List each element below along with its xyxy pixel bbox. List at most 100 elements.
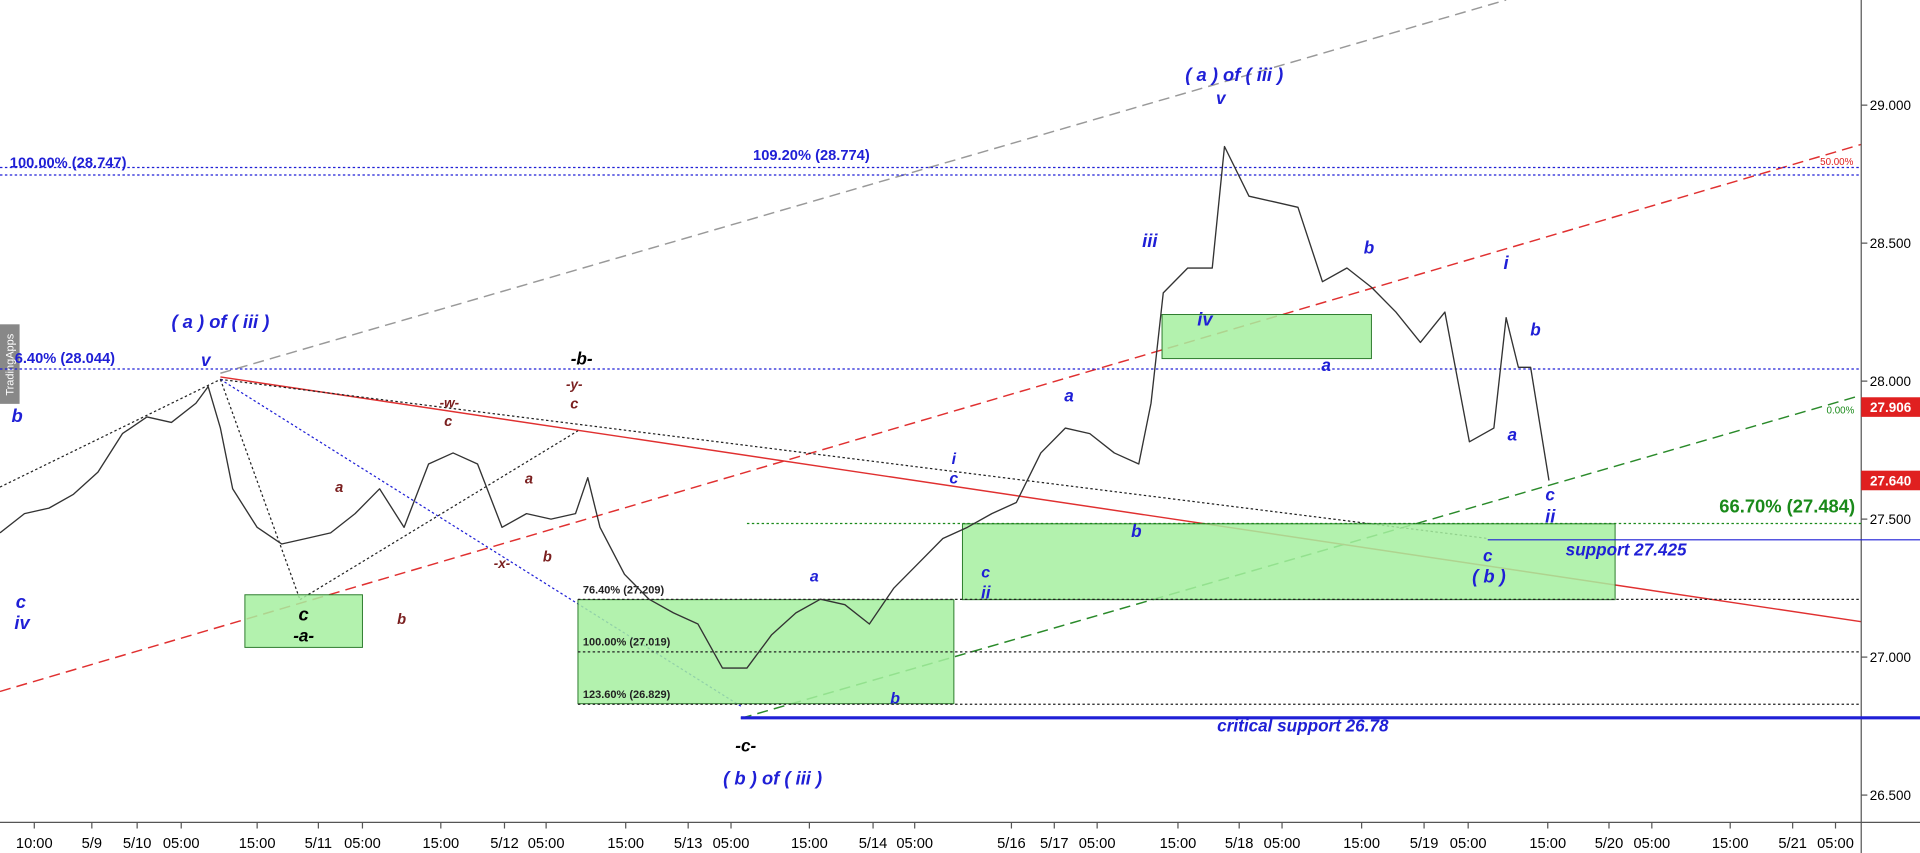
wave-label: b bbox=[1530, 319, 1540, 339]
x-tick-label: 15:00 bbox=[607, 836, 644, 852]
level-label: 123.60% (26.829) bbox=[583, 689, 671, 701]
wave-label: iv bbox=[14, 612, 31, 633]
wave-label: a bbox=[1064, 385, 1074, 405]
x-tick-label: 15:00 bbox=[1712, 836, 1749, 852]
x-tick-label: 05:00 bbox=[1079, 836, 1116, 852]
level-label: 100.00% (27.019) bbox=[583, 637, 671, 649]
wave-label: a bbox=[335, 480, 343, 496]
y-tick-label: 27.000 bbox=[1870, 650, 1911, 665]
x-tick-label: 15:00 bbox=[239, 836, 276, 852]
wave-label: c bbox=[444, 414, 452, 430]
y-tick-label: 26.500 bbox=[1870, 788, 1911, 803]
wave-label: c bbox=[16, 591, 26, 612]
y-tick-label: 29.000 bbox=[1870, 98, 1911, 113]
wave-label: i bbox=[1504, 252, 1510, 273]
trend-line bbox=[0, 143, 1862, 693]
wave-label: c bbox=[299, 603, 309, 624]
wave-label: -b- bbox=[571, 349, 593, 369]
x-tick-label: 15:00 bbox=[1529, 836, 1566, 852]
trend-line bbox=[299, 430, 579, 601]
price-tag-label: 27.906 bbox=[1870, 400, 1911, 415]
wave-label: v bbox=[1216, 88, 1227, 108]
x-tick-label: 05:00 bbox=[528, 836, 565, 852]
x-tick-label: 05:00 bbox=[163, 836, 200, 852]
x-tick-label: 5/14 bbox=[859, 836, 888, 852]
x-tick-label: 05:00 bbox=[713, 836, 750, 852]
wave-label: -y- bbox=[566, 377, 583, 392]
level-label: 109.20% (28.774) bbox=[753, 148, 870, 164]
x-tick-label: 5/10 bbox=[123, 836, 152, 852]
x-tick-label: 10:00 bbox=[16, 836, 53, 852]
level-label: 100.00% (28.747) bbox=[10, 156, 127, 172]
wave-label: c bbox=[949, 470, 958, 487]
x-tick-label: 5/20 bbox=[1595, 836, 1624, 852]
wave-label: ( a ) of ( iii ) bbox=[171, 311, 269, 332]
wave-label: ii bbox=[1545, 506, 1556, 527]
x-tick-label: 5/17 bbox=[1040, 836, 1069, 852]
level-label: 76.40% (27.209) bbox=[583, 584, 665, 596]
wave-label: a bbox=[525, 471, 533, 487]
level-label: 6.40% (28.044) bbox=[15, 351, 115, 367]
x-tick-label: 15:00 bbox=[1160, 836, 1197, 852]
wave-label: iv bbox=[1197, 309, 1214, 330]
level-label: 66.70% (27.484) bbox=[1719, 496, 1855, 517]
wave-label: 0.00% bbox=[1827, 406, 1855, 417]
price-tag bbox=[1861, 470, 1920, 491]
watermark: TradingApps bbox=[4, 333, 16, 395]
wave-label: -x- bbox=[494, 556, 511, 571]
x-tick-label: 15:00 bbox=[791, 836, 828, 852]
x-tick-label: 05:00 bbox=[344, 836, 381, 852]
watermark-box bbox=[0, 324, 20, 404]
wave-label: ( a ) of ( iii ) bbox=[1185, 64, 1283, 85]
x-tick-label: 5/11 bbox=[305, 836, 332, 852]
level-label: support 27.425 bbox=[1566, 540, 1687, 560]
x-tick-label: 5/13 bbox=[674, 836, 703, 852]
x-tick-label: 05:00 bbox=[1633, 836, 1670, 852]
zone bbox=[961, 523, 1616, 601]
wave-label: -w- bbox=[440, 396, 460, 411]
x-tick-label: 5/12 bbox=[490, 836, 519, 852]
wave-label: b bbox=[397, 612, 406, 628]
wave-label: c bbox=[1545, 485, 1555, 505]
x-tick-label: 5/18 bbox=[1225, 836, 1254, 852]
y-tick-label: 28.000 bbox=[1870, 374, 1911, 389]
zone bbox=[244, 594, 363, 648]
trend-line bbox=[0, 378, 221, 488]
wave-label: c bbox=[981, 565, 990, 582]
wave-label: -a- bbox=[293, 625, 314, 645]
wave-label: c bbox=[1483, 546, 1493, 566]
wave-label: i bbox=[952, 451, 957, 468]
wave-label: ( b ) of ( iii ) bbox=[723, 767, 822, 788]
x-tick-label: 05:00 bbox=[896, 836, 933, 852]
wave-label: a bbox=[810, 568, 819, 585]
trend-line bbox=[220, 378, 1488, 540]
wave-label: b bbox=[543, 550, 552, 566]
wave-label: a bbox=[1507, 425, 1517, 445]
wave-label: ii bbox=[981, 582, 992, 602]
x-tick-label: 15:00 bbox=[1343, 836, 1380, 852]
x-tick-label: 5/19 bbox=[1410, 836, 1439, 852]
x-tick-label: 05:00 bbox=[1817, 836, 1854, 852]
wave-label: b bbox=[12, 405, 23, 426]
wave-label: ( b ) bbox=[1472, 566, 1506, 587]
x-tick-label: 05:00 bbox=[1264, 836, 1301, 852]
price-tag-label: 27.640 bbox=[1870, 473, 1911, 488]
y-tick-label: 27.500 bbox=[1870, 512, 1911, 527]
wave-label: v bbox=[201, 350, 212, 370]
y-tick-label: 28.500 bbox=[1870, 236, 1911, 251]
x-tick-label: 05:00 bbox=[1450, 836, 1487, 852]
wave-label: iii bbox=[1142, 230, 1158, 251]
trend-line bbox=[220, 0, 1507, 374]
zones bbox=[244, 314, 1616, 705]
x-tick-label: 5/9 bbox=[82, 836, 102, 852]
price-tag bbox=[1861, 397, 1920, 417]
price-line bbox=[0, 145, 1550, 669]
wave-label: -c- bbox=[735, 735, 756, 755]
wave-label: b bbox=[1131, 521, 1141, 541]
x-tick-label: 5/16 bbox=[997, 836, 1026, 852]
wave-label: 50.00% bbox=[1820, 157, 1853, 168]
wave-label: b bbox=[1364, 237, 1374, 257]
zone bbox=[1161, 314, 1372, 360]
